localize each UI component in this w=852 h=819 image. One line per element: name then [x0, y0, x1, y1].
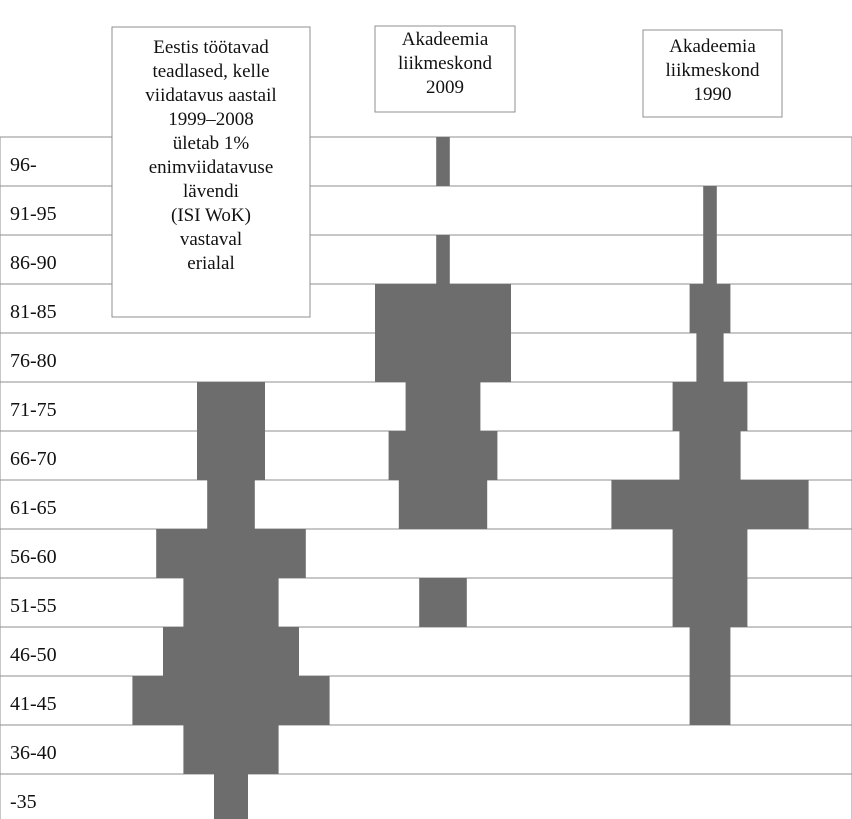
legend-layer: Eestis töötavad teadlased, kelle viidatavu…	[111, 25, 783, 318]
series-1-bar	[207, 480, 255, 529]
legend-box-3	[642, 29, 783, 118]
legend-line: lävendi	[183, 181, 239, 202]
series-2-bar	[398, 480, 488, 529]
series-3-bar	[689, 676, 731, 725]
row-band	[0, 773, 852, 819]
series-3-bar	[703, 235, 717, 284]
series-2-bar	[388, 431, 498, 480]
legend-line: (ISI WoK)	[171, 205, 251, 226]
legend-line: enimviidatavuse	[149, 157, 274, 178]
series-1-bar	[183, 578, 279, 627]
series-3-bar	[672, 529, 748, 578]
row-label: 71-75	[10, 399, 57, 421]
row-label: 56-60	[10, 546, 57, 568]
row-label: 41-45	[10, 693, 57, 715]
legend-box-1	[111, 26, 311, 318]
legend-line: erialal	[187, 253, 234, 274]
series-2-bar	[436, 235, 450, 284]
series-2-bar	[419, 578, 467, 627]
row-label: 66-70	[10, 448, 57, 470]
row-label: 91-95	[10, 203, 57, 225]
series-3-bar	[672, 382, 748, 431]
row-label: 36-40	[10, 742, 57, 764]
series-2-bar	[375, 333, 511, 382]
series-1-bar	[132, 676, 330, 725]
row-label: 46-50	[10, 644, 57, 666]
row-label: 51-55	[10, 595, 57, 617]
series-3-bar	[689, 627, 731, 676]
series-3-bar	[672, 578, 748, 627]
series-3-bar	[611, 480, 809, 529]
series-1-bar	[156, 529, 306, 578]
row-band	[0, 724, 852, 775]
legend-line: Akadeemia	[669, 36, 756, 57]
series-3-bar	[679, 431, 741, 480]
series-3-bar	[696, 333, 724, 382]
legend-line: ületab 1%	[173, 133, 250, 154]
series-3-bar	[689, 284, 731, 333]
legend-line: liikmeskond	[666, 60, 760, 81]
row-label: 61-65	[10, 497, 57, 519]
series-2-bar	[405, 382, 481, 431]
row-label-layer: 96- 91-95 86-90 81-85 76-80 71-75 66-70 61-65 56…	[10, 154, 57, 813]
series-1-bar	[214, 774, 248, 819]
legend-line: vastaval	[180, 229, 242, 250]
row-label: -35	[10, 791, 37, 813]
row-label: 76-80	[10, 350, 57, 372]
legend-line: 1990	[694, 84, 732, 105]
legend-line: Akadeemia	[402, 29, 489, 50]
legend-box-2	[374, 25, 516, 113]
series-1-bar	[163, 627, 299, 676]
series-2-bar	[375, 284, 511, 333]
legend-line: liikmeskond	[398, 53, 492, 74]
legend-line: Eestis töötavad	[153, 37, 269, 58]
series-2-bar	[436, 137, 450, 186]
legend-line: 1999–2008	[168, 109, 254, 130]
legend-line: viidatavus aastail	[145, 85, 276, 106]
series-1-bar	[197, 431, 265, 480]
series-3-bar	[703, 186, 717, 235]
row-label: 81-85	[10, 301, 57, 323]
bar-layer	[132, 137, 809, 819]
series-1-bar	[197, 382, 265, 431]
legend-line: teadlased, kelle	[152, 61, 269, 82]
row-label: 86-90	[10, 252, 57, 274]
row-label: 96-	[10, 154, 37, 176]
series-1-bar	[183, 725, 279, 774]
legend-line: 2009	[426, 77, 464, 98]
